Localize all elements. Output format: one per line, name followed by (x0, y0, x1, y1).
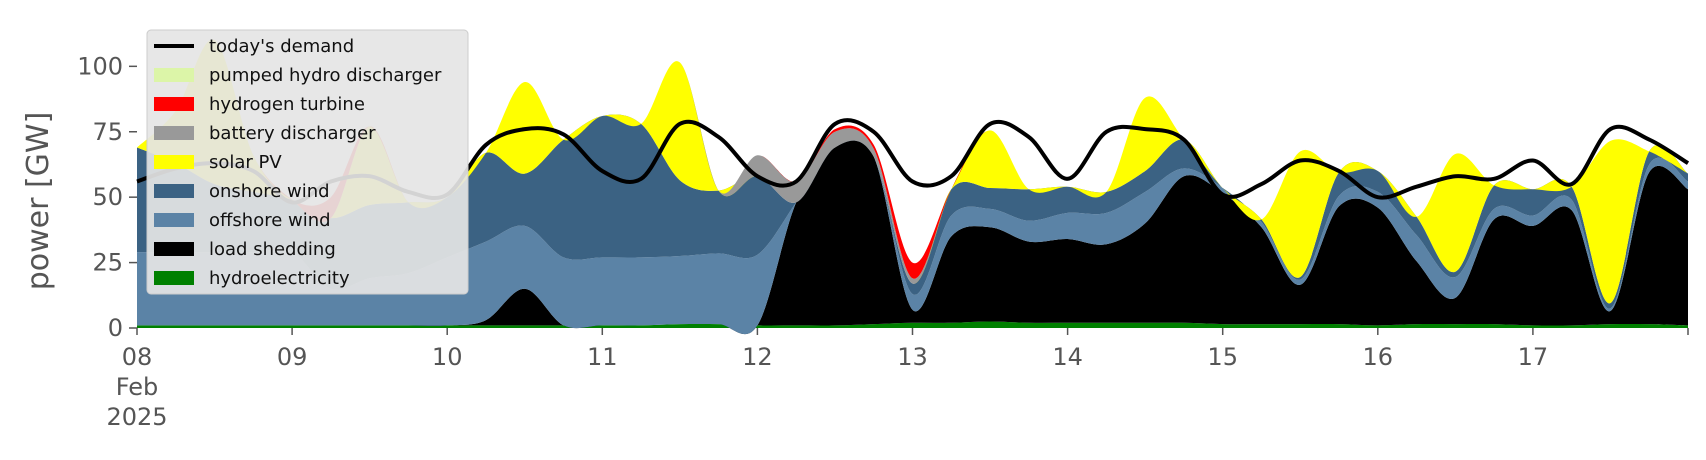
x-tick-label: 08 Feb 2025 (106, 343, 167, 431)
legend-label: solar PV (209, 152, 282, 173)
area-solar-pv (137, 39, 1688, 304)
y-tick-label: 100 (77, 52, 123, 80)
x-tick-label: 09 (277, 343, 308, 371)
legend-swatch (154, 184, 194, 198)
legend: today's demand pumped hydro discharger hyd… (146, 29, 469, 295)
area-load-shedding (137, 139, 1688, 335)
x-tick-label: 13 (897, 343, 928, 371)
x-tick-label: 10 (432, 343, 463, 371)
legend-swatch (154, 155, 194, 169)
area-offshore-wind (137, 139, 1688, 335)
legend-item-offshore-wind: offshore wind (154, 210, 331, 231)
legend-item-battery-discharger: battery discharger (154, 123, 376, 144)
legend-item-load-shedding: load shedding (154, 239, 336, 260)
legend-item-solar-pv: solar PV (154, 152, 282, 173)
legend-label: today's demand (209, 36, 354, 57)
legend-item-onshore-wind: onshore wind (154, 181, 330, 202)
legend-label: offshore wind (209, 210, 331, 231)
legend-item-hydrogen-turbine: hydrogen turbine (154, 94, 365, 115)
x-tick-label: 11 (587, 343, 618, 371)
legend-swatch (154, 213, 194, 227)
legend-label: hydroelectricity (209, 268, 350, 289)
legend-label: onshore wind (209, 181, 330, 202)
legend-swatch (154, 242, 194, 256)
legend-item-pumped-hydro-discharger: pumped hydro discharger (154, 65, 442, 86)
y-tick-label: 25 (92, 249, 123, 277)
y-axis-label: power [GW] (21, 112, 56, 291)
legend-label: battery discharger (209, 123, 376, 144)
y-tick-label: 75 (92, 118, 123, 146)
legend-label: hydrogen turbine (209, 94, 365, 115)
y-tick-label: 0 (108, 314, 123, 342)
legend-swatch (154, 126, 194, 140)
x-tick-label: 15 (1207, 343, 1238, 371)
legend-label: load shedding (209, 239, 336, 260)
legend-swatch (154, 68, 194, 82)
x-tick-label: 17 (1518, 343, 1549, 371)
area-hydroelectricity (137, 321, 1688, 328)
legend-swatch (154, 97, 194, 111)
y-tick-label: 50 (92, 183, 123, 211)
x-tick-label: 14 (1052, 343, 1083, 371)
legend-swatch (154, 271, 194, 285)
x-tick-label: 12 (742, 343, 773, 371)
legend-item-hydroelectricity: hydroelectricity (154, 268, 350, 289)
legend-box (146, 29, 469, 295)
legend-item-today-s-demand: today's demand (154, 36, 354, 57)
x-tick-label: 16 (1363, 343, 1394, 371)
legend-label: pumped hydro discharger (209, 65, 442, 86)
